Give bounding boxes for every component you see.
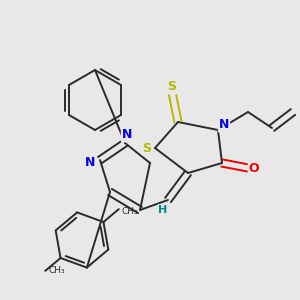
Text: H: H bbox=[158, 205, 168, 215]
Text: CH₃: CH₃ bbox=[48, 266, 65, 275]
Text: N: N bbox=[122, 128, 132, 142]
Text: S: S bbox=[167, 80, 176, 94]
Text: N: N bbox=[85, 155, 95, 169]
Text: N: N bbox=[219, 118, 229, 131]
Text: S: S bbox=[142, 142, 152, 154]
Text: O: O bbox=[249, 161, 259, 175]
Text: CH₃: CH₃ bbox=[122, 207, 138, 216]
